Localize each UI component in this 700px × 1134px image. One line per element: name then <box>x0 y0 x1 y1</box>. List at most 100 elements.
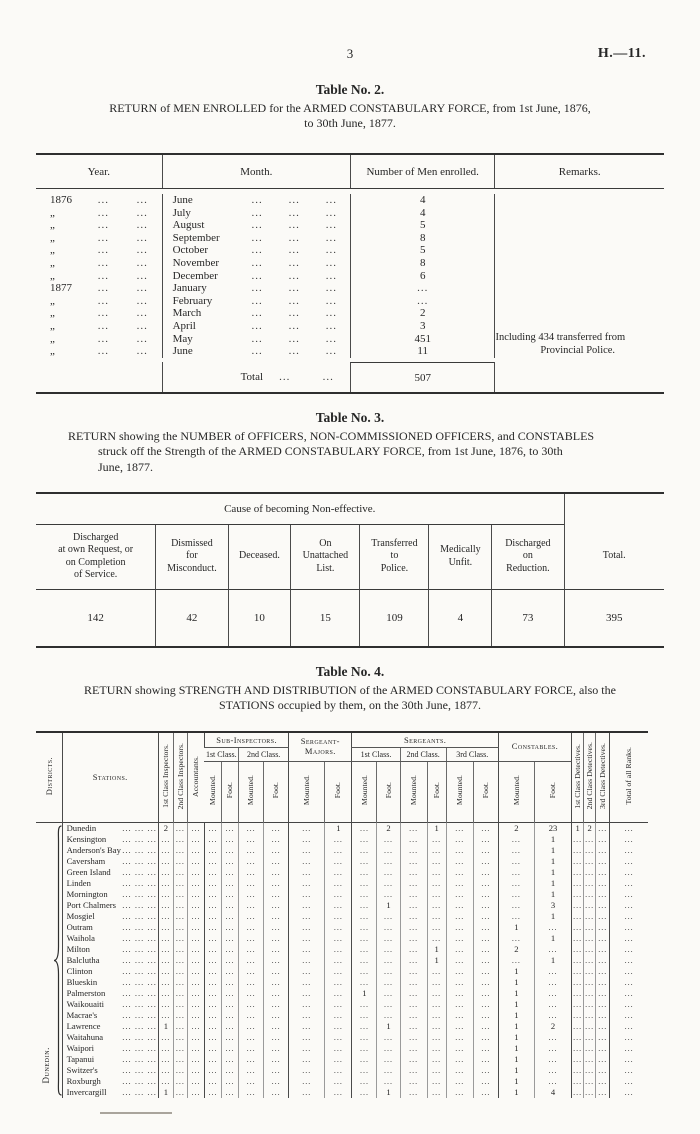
value-cell: ... <box>609 921 648 933</box>
station-cell: Green Island ... ... ... <box>61 866 159 878</box>
value-cell: ... <box>426 932 447 944</box>
value-cell: 1 <box>497 1031 535 1043</box>
value-cell: ... <box>288 1075 325 1087</box>
year-value: „ <box>50 219 55 232</box>
table4-row: Kensington... ... ......................… <box>36 833 648 845</box>
value-cell: ... <box>595 1009 610 1021</box>
value-cell: ... <box>157 976 174 988</box>
enrolled-value: 451 <box>349 332 494 346</box>
value-cell: ... <box>203 965 222 977</box>
value-cell: 1 <box>533 910 572 922</box>
table4-header-total: Total of all Ranks. <box>609 731 648 822</box>
value-cell: ... <box>399 921 428 933</box>
table4-header-detectives-2nd: 2nd Class Detectives. <box>583 731 596 822</box>
table4-row: Waitahuna... ... .......................… <box>36 1031 648 1043</box>
value-cell: ... <box>172 1020 188 1032</box>
district-brace <box>53 824 62 1096</box>
value-cell: ... <box>288 954 325 966</box>
leader-dots: ... <box>288 256 300 269</box>
value-cell: ... <box>263 954 289 966</box>
value-cell: ... <box>238 1020 264 1032</box>
table4-row: Linden... ... ..........................… <box>36 877 648 889</box>
leader-dots: ... <box>325 332 338 345</box>
value-cell: ... <box>263 855 289 867</box>
value-cell: ... <box>583 888 596 900</box>
month-cell: January......... <box>161 282 350 295</box>
value-cell: ... <box>376 910 401 922</box>
value-cell: ... <box>583 1042 596 1054</box>
station-name: Switzer's <box>66 1064 98 1075</box>
station-leader-dots: ... ... ... <box>122 1042 157 1053</box>
station-flex: Mosgiel ... ... ... <box>63 911 158 922</box>
value-cell: ... <box>203 1009 222 1021</box>
value-cell: ... <box>351 899 377 911</box>
value-cell: ... <box>172 855 188 867</box>
table4-row: Mornington... ... ......................… <box>36 888 648 900</box>
value-cell: ... <box>288 1031 325 1043</box>
table4-header-inspectors-1st: 1st Class Inspectors. <box>157 731 174 822</box>
value-cell: ... <box>472 855 499 867</box>
value-cell: ... <box>324 877 352 889</box>
value-cell: ... <box>583 998 596 1010</box>
value-cell: ... <box>238 844 264 856</box>
value-cell: ... <box>399 943 428 955</box>
leader-dots: ... <box>325 256 338 269</box>
value-cell: ... <box>571 833 584 845</box>
month-cell: March......... <box>161 307 350 320</box>
inspectors-1st-label: 1st Class Inspectors. <box>160 744 170 808</box>
sgt3-foot: Foot. <box>472 761 499 822</box>
station-leader-dots: ... ... ... <box>122 855 157 866</box>
value-cell: ... <box>324 1031 352 1043</box>
table2-header-row: Year. Month. Number of Men enrolled. Rem… <box>36 155 664 189</box>
leader-dots: ... <box>251 231 263 244</box>
station-cell: Palmerston ... ... ... <box>61 987 159 999</box>
station-leader-dots: ... ... ... <box>122 877 157 888</box>
value-cell: ... <box>595 976 610 988</box>
value-cell: ... <box>238 899 264 911</box>
value-cell: ... <box>263 1042 289 1054</box>
value-cell: ... <box>426 855 447 867</box>
value-cell: ... <box>376 877 401 889</box>
value-cell: ... <box>221 899 239 911</box>
value-cell: ... <box>595 910 610 922</box>
value-cell: 1 <box>376 899 401 911</box>
mounted-label: Mounted. <box>511 775 521 806</box>
value-cell: ... <box>288 943 325 955</box>
value-cell: ... <box>288 1086 325 1098</box>
value-cell: ... <box>426 888 447 900</box>
value-cell: ... <box>609 1042 648 1054</box>
sm-mounted: Mounted. <box>288 761 325 822</box>
enrolled-value: 2 <box>349 307 494 320</box>
table4-header-stations: Stations. <box>61 731 159 822</box>
mounted-label: Mounted. <box>408 775 418 806</box>
value-cell: ... <box>399 821 428 834</box>
value-cell: ... <box>351 844 377 856</box>
value-cell: ... <box>595 821 610 834</box>
value-cell: ... <box>399 888 428 900</box>
table2-body: 1876...... June......... 4 „...... July.....… <box>36 189 664 360</box>
value-cell: ... <box>351 932 377 944</box>
year-cell: „...... <box>36 257 162 270</box>
value-cell: ... <box>221 855 239 867</box>
foot-label: Foot. <box>480 782 490 799</box>
value-cell: ... <box>571 976 584 988</box>
value-cell: 1 <box>533 866 572 878</box>
station-flex: Balclutha ... ... ... <box>63 955 158 966</box>
value-cell: ... <box>324 932 352 944</box>
value-cell: 1 <box>497 921 535 933</box>
value-cell: ... <box>203 1053 222 1065</box>
leader-dots: ... <box>97 282 110 295</box>
value-cell: ... <box>445 866 474 878</box>
table4-row: Waihola... ... .........................… <box>36 932 648 944</box>
value-cell: ... <box>203 987 222 999</box>
station-name: Waipori <box>66 1042 95 1053</box>
value-cell: ... <box>497 954 535 966</box>
value-cell: ... <box>203 1086 222 1098</box>
table4-row: Dunedin. Dunedin... ... ... 2.............… <box>36 821 648 1098</box>
value-cell: ... <box>351 1042 377 1054</box>
value-cell: ... <box>263 987 289 999</box>
station-flex: Blueskin ... ... ... <box>63 977 158 988</box>
leader-dots: ... <box>288 319 300 332</box>
value-cell: ... <box>157 888 174 900</box>
value-cell: ... <box>571 1075 584 1087</box>
